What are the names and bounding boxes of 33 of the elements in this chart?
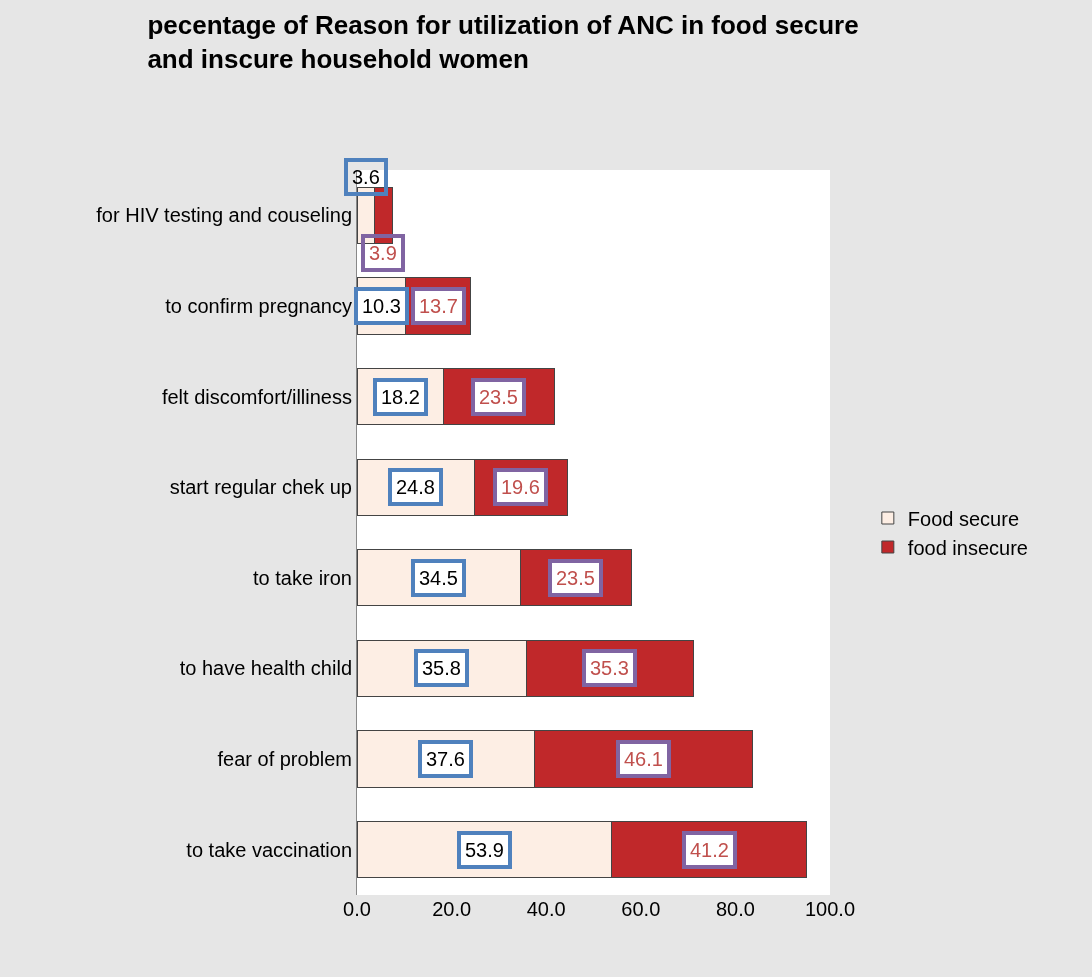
- y-tick-label: to confirm pregnancy: [165, 294, 352, 317]
- data-label: 34.5: [419, 567, 458, 589]
- data-label: 19.6: [501, 476, 540, 498]
- y-tick-label: to have health child: [179, 657, 352, 680]
- x-tick-label: 20.0: [432, 898, 472, 920]
- data-label: 23.5: [556, 567, 595, 589]
- data-label: 24.8: [396, 476, 435, 498]
- data-label: 10.3: [362, 295, 401, 317]
- legend-label: Food secure: [907, 507, 1020, 530]
- chart-title: pecentage of Reason for utilization of ANC in food secure and inscure household women: [147, 10, 859, 74]
- data-label: 35.8: [422, 657, 461, 679]
- y-tick-label: to take iron: [253, 566, 352, 589]
- data-label: 23.5: [479, 386, 518, 408]
- y-tick-label: for HIV testing and couseling: [96, 204, 352, 227]
- y-tick-label: to take vaccination: [186, 838, 352, 861]
- y-tick-label: felt discomfort/illiness: [161, 385, 352, 408]
- x-tick-label: 60.0: [621, 898, 661, 920]
- data-label: 18.2: [381, 386, 420, 408]
- x-tick-label: 0.0: [343, 898, 371, 920]
- x-tick-label: 40.0: [526, 898, 566, 920]
- data-label: 35.3: [590, 657, 629, 679]
- data-label: 46.1: [624, 748, 663, 770]
- data-label: 41.2: [690, 839, 729, 861]
- x-tick-label: 100.0: [804, 898, 856, 920]
- x-tick-label: 80.0: [715, 898, 755, 920]
- data-label: 53.9: [465, 839, 504, 861]
- data-label: 13.7: [419, 295, 458, 317]
- data-label: 3.6: [352, 166, 380, 188]
- y-tick-label: fear of problem: [217, 748, 352, 771]
- legend-label: food insecure: [907, 536, 1028, 559]
- data-label: 37.6: [426, 748, 465, 770]
- data-label: 3.9: [369, 242, 397, 264]
- y-tick-label: start regular chek up: [169, 476, 352, 499]
